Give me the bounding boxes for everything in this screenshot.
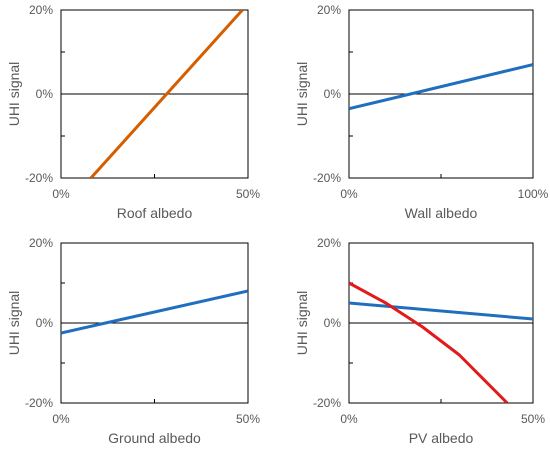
y-tick-label: 0% [36,316,54,330]
y-axis-label: UHI signal [6,62,22,127]
y-tick-label: 0% [324,316,342,330]
y-tick-label: 20% [317,236,341,250]
series-line-1 [89,10,244,178]
x-tick-label: 0% [52,187,70,201]
y-tick-label: -20% [313,396,341,410]
x-tick-label: 100% [518,187,549,201]
chart-panel-1: 20% 0% -20% 0% 50% Roof albedo UHI signal [6,3,260,221]
y-tick-label: -20% [25,171,53,185]
y-tick-label: -20% [313,171,341,185]
x-tick-label: 50% [236,187,260,201]
x-tick-label: 0% [52,412,70,426]
series-line-2 [349,281,509,403]
y-tick-label: 20% [29,3,53,17]
x-axis-label: Roof albedo [117,205,193,221]
chart-panel-2: 20% 0% -20% 0% 100% Wall albedo UHI signal [294,3,549,221]
x-tick-label: 50% [236,412,260,426]
x-axis-label: Ground albedo [108,430,201,446]
x-tick-label: 0% [340,187,358,201]
series-line-1 [61,289,248,335]
y-tick-label: 0% [324,87,342,101]
series-line-1 [349,63,533,111]
x-axis-label: Wall albedo [405,205,478,221]
chart-panel-3: 20% 0% -20% 0% 50% Ground albedo UHI signal [6,236,260,446]
y-tick-label: 20% [317,3,341,17]
x-axis-label: PV albedo [409,430,474,446]
y-axis-label: UHI signal [294,62,310,127]
x-tick-label: 0% [340,412,358,426]
y-tick-label: -20% [25,396,53,410]
y-axis-label: UHI signal [6,291,22,356]
x-tick-label: 50% [521,412,545,426]
y-tick-label: 0% [36,87,54,101]
y-axis-label: UHI signal [294,291,310,356]
series-line-1 [349,301,533,321]
chart-panel-4: 20% 0% -20% 0% 50% PV albedo UHI signal [294,236,545,446]
y-tick-label: 20% [29,236,53,250]
